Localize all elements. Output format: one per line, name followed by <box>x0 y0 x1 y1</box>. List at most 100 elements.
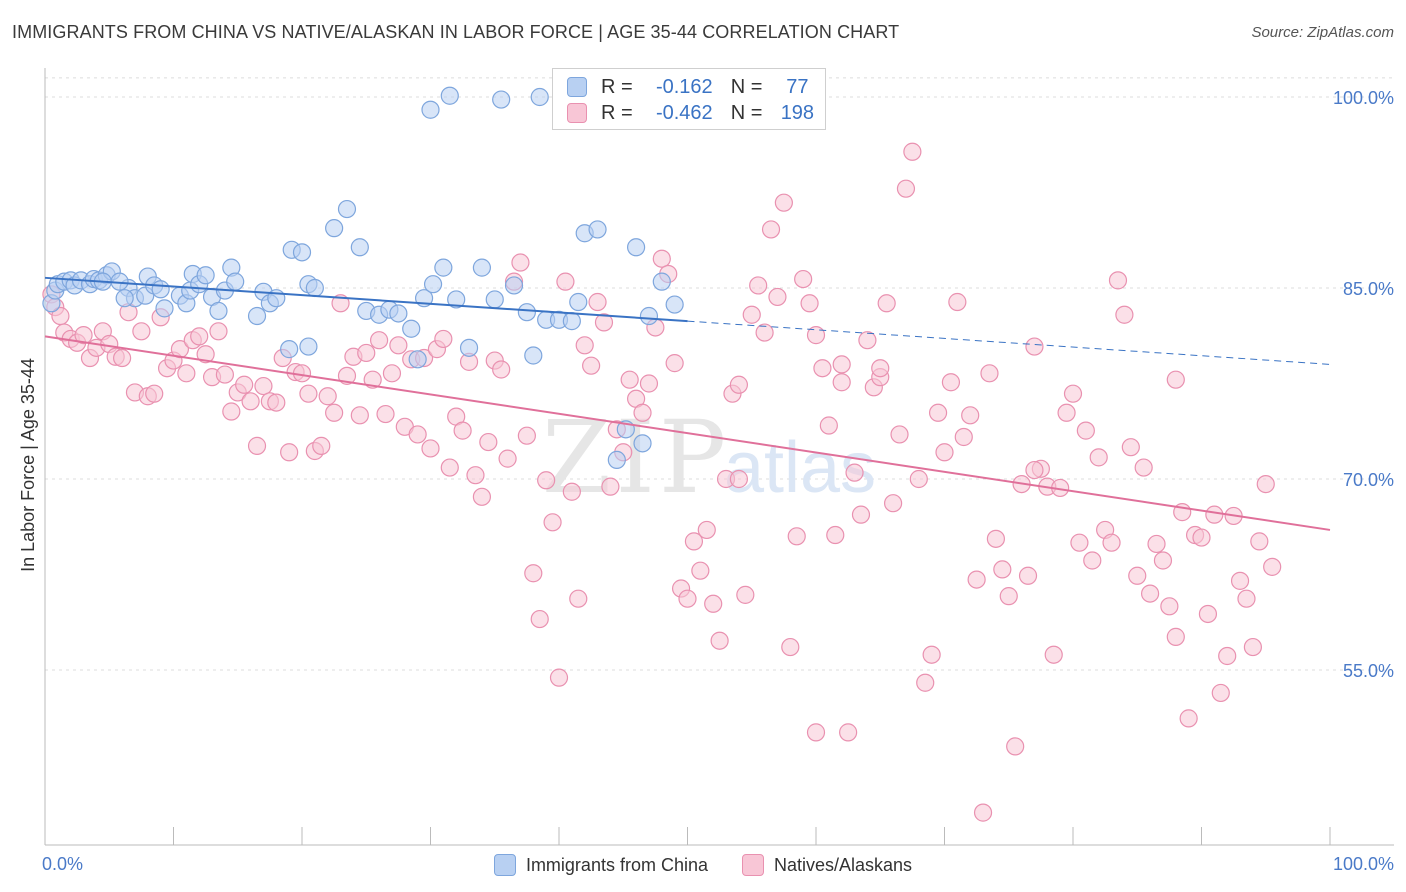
china-point <box>421 100 440 119</box>
natives-point <box>524 564 543 583</box>
natives-point <box>794 269 813 289</box>
y-tick-label: 100.0% <box>1333 88 1394 108</box>
natives-point <box>1089 448 1108 467</box>
natives-point <box>633 403 652 422</box>
natives-point <box>980 364 999 383</box>
gridlines <box>45 77 1394 671</box>
natives-point <box>440 458 459 477</box>
legend-blue-swatch-icon <box>493 854 516 876</box>
natives-point <box>408 425 427 444</box>
x-tick-label: 100.0% <box>1333 854 1394 874</box>
natives-point <box>1250 532 1269 551</box>
natives-point <box>729 375 749 394</box>
natives-point <box>967 570 986 589</box>
china-trend-line <box>44 276 688 323</box>
natives-point <box>312 436 331 455</box>
natives-point <box>177 364 196 383</box>
natives-point <box>601 477 620 496</box>
natives-point <box>826 525 845 545</box>
natives-point <box>877 294 896 313</box>
natives-point <box>1166 627 1185 646</box>
china-point <box>652 272 671 291</box>
natives-point <box>1128 566 1147 585</box>
china-point <box>299 337 318 356</box>
legend-item-china[interactable]: Immigrants from China <box>493 852 708 878</box>
china-point <box>504 276 524 295</box>
pink-n-label: N = <box>730 101 763 124</box>
legend-pink-swatch-icon <box>742 854 764 876</box>
natives-point <box>1205 505 1224 524</box>
natives-point <box>935 443 954 462</box>
natives-point <box>704 594 723 613</box>
natives-point <box>787 527 806 546</box>
natives-point <box>909 469 928 489</box>
natives-point <box>299 384 318 403</box>
natives-point <box>620 370 639 389</box>
natives-point <box>903 142 922 161</box>
natives-point <box>1140 584 1160 603</box>
tick-labels: 100.0% 85.0% 70.0% 55.0% 0.0% 100.0% <box>42 88 1394 874</box>
legend-label-natives: Natives/Alaskans <box>774 854 913 875</box>
natives-point <box>472 487 491 506</box>
natives-point <box>1108 271 1128 290</box>
chart-title: IMMIGRANTS FROM CHINA VS NATIVE/ALASKAN … <box>12 22 900 42</box>
natives-point <box>479 432 498 452</box>
natives-point <box>1198 604 1218 624</box>
natives-point <box>421 439 440 458</box>
natives-point <box>839 723 858 742</box>
natives-point <box>691 561 710 580</box>
natives-point <box>382 364 402 383</box>
china-point <box>325 219 344 238</box>
natives-point <box>1102 533 1121 552</box>
natives-point <box>1083 551 1102 570</box>
china-point <box>151 280 170 299</box>
natives-point <box>639 374 659 393</box>
pink-swatch-icon <box>567 103 587 123</box>
natives-point <box>466 466 485 485</box>
natives-point <box>665 354 684 373</box>
natives-point <box>594 313 614 332</box>
natives-point <box>806 723 826 742</box>
natives-point <box>588 292 607 312</box>
china-point <box>440 86 459 105</box>
china-point <box>665 295 684 314</box>
natives-point <box>549 668 569 687</box>
natives-point <box>800 294 819 313</box>
natives-point <box>569 589 588 608</box>
y-axis-label: In Labor Force | Age 35-44 <box>18 358 38 572</box>
china-point <box>626 238 646 257</box>
natives-point <box>819 416 838 435</box>
axes <box>44 68 1394 846</box>
y-tick-label: 55.0% <box>1343 661 1394 681</box>
natives-point <box>190 327 209 346</box>
china-point <box>639 306 659 326</box>
natives-point <box>1263 557 1282 576</box>
natives-point <box>768 287 787 307</box>
natives-point <box>916 673 935 692</box>
series-natives-alaskans <box>42 142 1282 822</box>
natives-point <box>222 402 241 421</box>
legend: Immigrants from China Natives/Alaskans <box>0 852 1406 878</box>
natives-point <box>1237 589 1256 608</box>
china-point <box>423 275 443 294</box>
china-point <box>472 258 491 277</box>
natives-point <box>132 322 151 341</box>
pink-n-value: 198 <box>780 101 815 124</box>
china-point <box>280 340 299 359</box>
natives-point <box>871 359 890 378</box>
natives-point <box>1121 438 1140 457</box>
natives-point <box>993 560 1012 579</box>
china-point <box>209 301 228 321</box>
natives-point <box>781 637 800 657</box>
natives-point <box>434 329 453 349</box>
legend-item-natives[interactable]: Natives/Alaskans <box>742 852 912 878</box>
china-point <box>459 338 479 357</box>
series-immigrants-from-china <box>42 86 684 469</box>
natives-point <box>806 326 826 345</box>
natives-point <box>280 443 299 462</box>
natives-point <box>1192 528 1211 547</box>
natives-point <box>530 609 549 629</box>
natives-point <box>370 331 389 350</box>
china-point <box>492 90 511 109</box>
stats-legend: R = -0.162 N = 77 R = -0.462 N = 198 <box>552 68 826 130</box>
